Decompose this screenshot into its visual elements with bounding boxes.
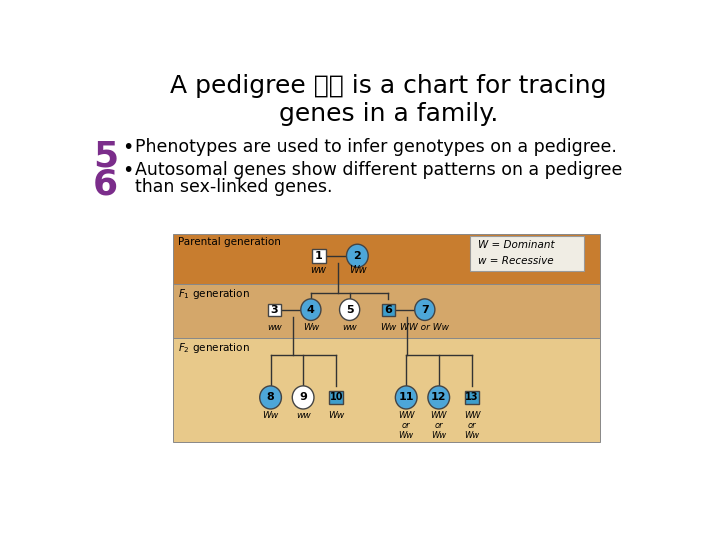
FancyBboxPatch shape (330, 390, 343, 404)
Text: WW
or
Ww: WW or Ww (431, 411, 447, 441)
Ellipse shape (340, 299, 360, 320)
Ellipse shape (292, 386, 314, 409)
Text: than sex-linked genes.: than sex-linked genes. (135, 178, 333, 196)
Ellipse shape (260, 386, 282, 409)
Text: genes in a family.: genes in a family. (279, 102, 498, 126)
Text: Phenotypes are used to infer genotypes on a pedigree.: Phenotypes are used to infer genotypes o… (135, 138, 617, 156)
Text: •: • (122, 138, 134, 157)
Text: ww: ww (296, 411, 310, 420)
Text: WW or Ww: WW or Ww (400, 323, 449, 332)
Text: w = Recessive: w = Recessive (477, 256, 553, 266)
Bar (469, 236, 585, 271)
Bar (173, 234, 600, 284)
FancyBboxPatch shape (312, 249, 325, 262)
Text: 13: 13 (465, 393, 479, 402)
Text: 5: 5 (93, 139, 118, 173)
Text: WW
or
Ww: WW or Ww (398, 411, 415, 441)
Text: 11: 11 (398, 393, 414, 402)
Text: •: • (122, 161, 134, 180)
Text: 4: 4 (307, 305, 315, 315)
Text: 1: 1 (315, 251, 323, 261)
Text: Autosomal genes show different patterns on a pedigree: Autosomal genes show different patterns … (135, 161, 622, 179)
Text: ww: ww (342, 323, 357, 332)
FancyBboxPatch shape (269, 303, 281, 316)
Text: W = Dominant: W = Dominant (477, 240, 554, 251)
Text: 7: 7 (421, 305, 428, 315)
Ellipse shape (346, 244, 368, 267)
Text: A pedigree 谱系 is a chart for tracing: A pedigree 谱系 is a chart for tracing (170, 74, 607, 98)
Text: 12: 12 (431, 393, 446, 402)
FancyBboxPatch shape (382, 303, 395, 316)
Text: 3: 3 (271, 305, 278, 315)
Text: Ww: Ww (263, 411, 279, 420)
Text: ww: ww (310, 265, 327, 275)
Text: Ww: Ww (348, 265, 366, 275)
Text: WW
or
Ww: WW or Ww (464, 411, 480, 441)
Text: $F_2$ generation: $F_2$ generation (178, 341, 249, 355)
Text: 6: 6 (384, 305, 392, 315)
Text: Ww: Ww (302, 323, 319, 332)
Text: 5: 5 (346, 305, 354, 315)
Ellipse shape (395, 386, 417, 409)
Text: Parental generation: Parental generation (178, 237, 281, 247)
Text: 10: 10 (330, 393, 343, 402)
Text: 6: 6 (93, 167, 118, 201)
Text: ww: ww (267, 323, 282, 332)
Ellipse shape (415, 299, 435, 320)
Text: $F_1$ generation: $F_1$ generation (178, 287, 249, 301)
Bar (173, 284, 600, 338)
Text: 8: 8 (266, 393, 274, 402)
Ellipse shape (428, 386, 449, 409)
Text: Ww: Ww (380, 323, 397, 332)
FancyBboxPatch shape (465, 390, 479, 404)
Text: 2: 2 (354, 251, 361, 261)
Ellipse shape (301, 299, 321, 320)
Text: 9: 9 (300, 393, 307, 402)
Text: Ww: Ww (328, 411, 345, 420)
Bar (173, 338, 600, 442)
